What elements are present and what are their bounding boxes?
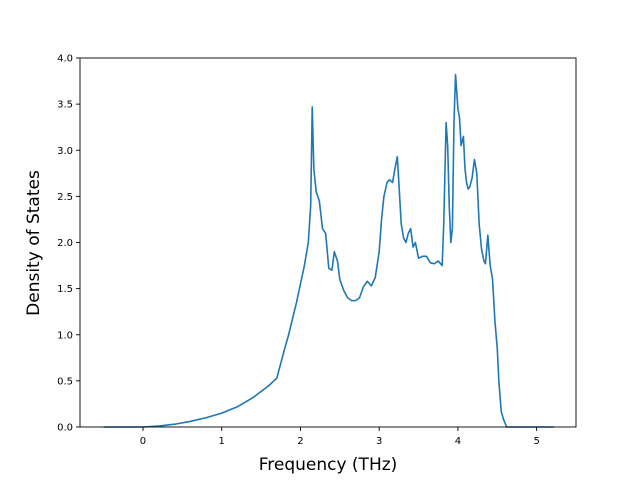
- x-tick-label: 2: [297, 436, 303, 447]
- x-tick-label: 3: [376, 436, 382, 447]
- y-tick-label: 2.5: [57, 192, 73, 203]
- y-tick-label: 1.0: [57, 330, 73, 341]
- x-tick-label: 1: [219, 436, 225, 447]
- y-tick-label: 4.0: [57, 54, 73, 65]
- y-tick-label: 3.5: [57, 100, 73, 111]
- ticks: 0 1 2 3 4 5 0.0 0.5 1.0 1.5 2.0 2.5 3.0 3.5 4.0: [57, 54, 540, 448]
- x-tick-label: 4: [455, 436, 461, 447]
- y-tick-label: 0.0: [57, 423, 73, 434]
- x-tick-label: 5: [533, 436, 539, 447]
- y-axis-label: Density of States: [24, 170, 44, 316]
- y-tick-label: 3.0: [57, 146, 73, 157]
- plot-area: [103, 73, 554, 428]
- x-axis-label: Frequency (THz): [259, 455, 398, 475]
- y-tick-label: 1.5: [57, 284, 73, 295]
- series-line-0: [103, 73, 554, 428]
- x-tick-label: 0: [140, 436, 146, 447]
- y-tick-label: 0.5: [57, 376, 73, 387]
- y-tick-label: 2.0: [57, 238, 73, 249]
